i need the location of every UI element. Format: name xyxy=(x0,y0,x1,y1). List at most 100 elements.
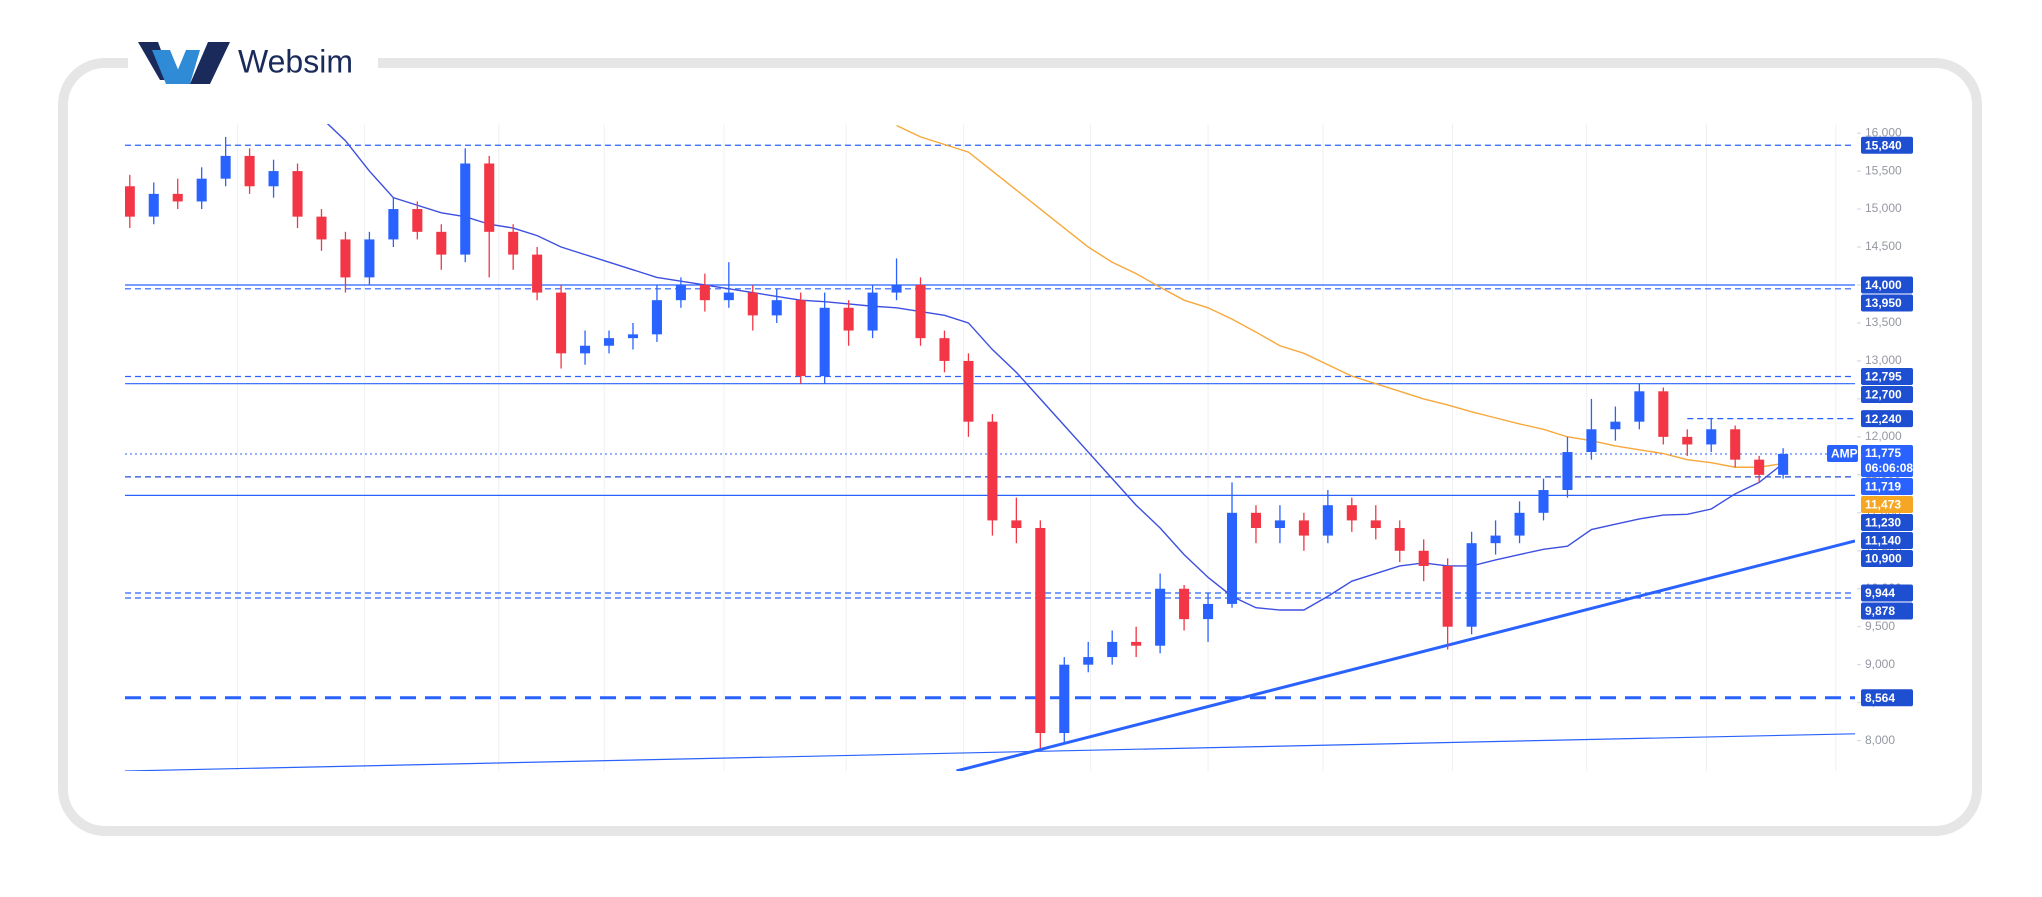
candle-body xyxy=(1514,512,1525,536)
candle-body xyxy=(1131,641,1142,646)
last-price-box xyxy=(1861,444,1913,477)
price-label-box xyxy=(1861,410,1913,428)
candle-body xyxy=(819,307,830,377)
candle-body xyxy=(125,186,135,217)
y-tick-label: 8,000 xyxy=(1865,733,1895,747)
y-tick-label: 14,500 xyxy=(1865,239,1902,253)
candle-body xyxy=(1226,512,1238,604)
countdown-label: 06:06:08 xyxy=(1865,461,1913,475)
candle-body xyxy=(556,292,567,354)
price-label-box xyxy=(1861,602,1913,620)
price-label-box xyxy=(1861,136,1913,154)
candle-body xyxy=(484,163,495,232)
price-label: 14,000 xyxy=(1865,278,1902,292)
candle-body xyxy=(1203,603,1214,620)
price-label: 9,878 xyxy=(1865,604,1895,618)
y-tick-label: 9,500 xyxy=(1865,619,1895,633)
candle-body xyxy=(723,292,734,301)
candle-body xyxy=(460,163,471,255)
candle-body xyxy=(651,300,662,335)
price-label: 11,473 xyxy=(1865,498,1901,512)
price-label: 11,719 xyxy=(1865,480,1901,494)
y-tick-label: 15,500 xyxy=(1865,163,1902,177)
logo-mark xyxy=(172,50,200,84)
y-tick-label: 9,000 xyxy=(1865,657,1895,671)
candle-body xyxy=(268,171,279,187)
candle-body xyxy=(388,209,399,240)
candle-body xyxy=(915,284,926,339)
candle-body xyxy=(1466,543,1477,627)
candle-body xyxy=(1754,459,1765,475)
price-labels: 15,840 14,000 13,950 12,795 12,700 12,240 11,7… xyxy=(1827,136,1913,707)
candle-body xyxy=(699,284,710,301)
symbol-label: AMP xyxy=(1831,447,1858,461)
candle-body xyxy=(532,254,543,293)
price-label-box xyxy=(1861,367,1913,385)
candle-body xyxy=(316,216,327,240)
price-label-box xyxy=(1861,584,1913,602)
candle-body xyxy=(891,284,902,293)
candle-body xyxy=(412,209,423,232)
candle-body xyxy=(244,155,255,187)
candle-body xyxy=(364,239,375,278)
candle-body xyxy=(1634,391,1645,422)
price-label-box xyxy=(1861,549,1913,567)
price-label-box xyxy=(1861,513,1913,531)
price-label: 11,140 xyxy=(1865,534,1901,548)
candle-body xyxy=(1610,421,1621,430)
y-tick-label: 13,500 xyxy=(1865,315,1902,329)
candle-body xyxy=(1394,527,1405,551)
candle-body xyxy=(747,292,758,316)
price-label-box xyxy=(1861,477,1913,495)
candle-body xyxy=(1059,664,1070,734)
candle-body xyxy=(1083,657,1094,665)
price-label-box xyxy=(1861,689,1913,707)
candle-body xyxy=(1658,391,1669,437)
candle-body xyxy=(1730,429,1741,460)
candle-body xyxy=(1107,641,1118,658)
price-label-box xyxy=(1861,531,1913,549)
candle-body xyxy=(1778,453,1789,475)
candle-body xyxy=(1586,429,1597,453)
candle-body xyxy=(172,193,183,202)
candle-body xyxy=(627,334,639,339)
price-label-box xyxy=(1861,276,1913,294)
candle-body xyxy=(771,300,782,316)
candle-body xyxy=(1490,535,1501,544)
candle-body xyxy=(603,338,615,346)
candle-body xyxy=(1035,527,1046,734)
candle-body xyxy=(1682,436,1693,445)
price-label: 12,700 xyxy=(1865,388,1902,402)
price-label: 10,900 xyxy=(1865,552,1902,566)
candle-body xyxy=(1442,565,1453,627)
symbol-box xyxy=(1827,444,1858,462)
plot xyxy=(125,124,1855,771)
price-label: 15,840 xyxy=(1865,138,1902,152)
candle-body xyxy=(1011,520,1022,528)
candle-body xyxy=(292,171,303,217)
candle-body xyxy=(987,421,998,521)
candle-body xyxy=(196,178,207,202)
price-label-box xyxy=(1861,495,1913,513)
price-label: 8,564 xyxy=(1865,691,1895,705)
candle-body xyxy=(1298,520,1309,536)
candle-body xyxy=(1562,452,1573,491)
candle-body xyxy=(867,292,878,331)
price-label-box xyxy=(1861,385,1913,403)
candle-body xyxy=(1706,429,1717,445)
price-label: 11,230 xyxy=(1865,516,1901,530)
y-tick-label: 16,000 xyxy=(1865,125,1902,139)
moving-average xyxy=(326,124,1784,611)
candle-body xyxy=(1418,550,1429,566)
candle-body xyxy=(580,345,591,354)
candle-body xyxy=(340,239,351,278)
y-tick-label: 13,000 xyxy=(1865,353,1902,367)
candle-body xyxy=(1346,505,1357,521)
candle-body xyxy=(1250,512,1262,528)
y-tick-label: 12,000 xyxy=(1865,429,1902,443)
candle-body xyxy=(1370,520,1381,528)
price-label: 12,795 xyxy=(1865,370,1902,384)
candle-body xyxy=(1322,505,1333,536)
logo: Websim xyxy=(138,42,353,84)
logo-mark xyxy=(190,42,230,84)
